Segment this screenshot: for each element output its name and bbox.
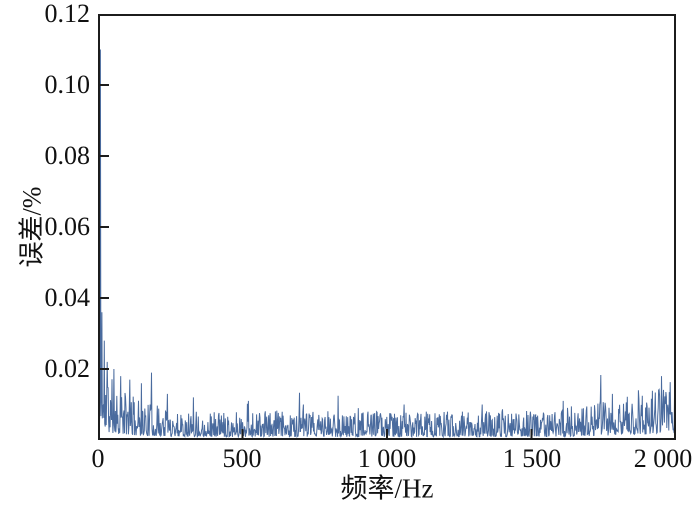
x-tick-label: 0 <box>91 444 105 473</box>
y-tick-label: 0.08 <box>44 141 91 170</box>
error-spectrum-plot <box>98 14 676 440</box>
y-tick-label: 0.10 <box>44 70 91 99</box>
x-tick-label: 1 500 <box>502 444 562 473</box>
y-tick-label: 0.04 <box>44 283 91 312</box>
x-tick-label: 2 000 <box>633 444 693 473</box>
x-tick-label: 500 <box>222 444 262 473</box>
y-tick-label: 0.12 <box>44 0 91 28</box>
x-axis-title: 频率/Hz <box>340 473 434 504</box>
x-tick-label: 1 000 <box>357 444 417 473</box>
axes-frame <box>98 14 676 440</box>
y-tick-label: 0.02 <box>44 354 91 383</box>
y-tick-label: 0.06 <box>44 212 91 241</box>
error-series-line <box>98 49 676 439</box>
plot-area <box>98 14 676 440</box>
